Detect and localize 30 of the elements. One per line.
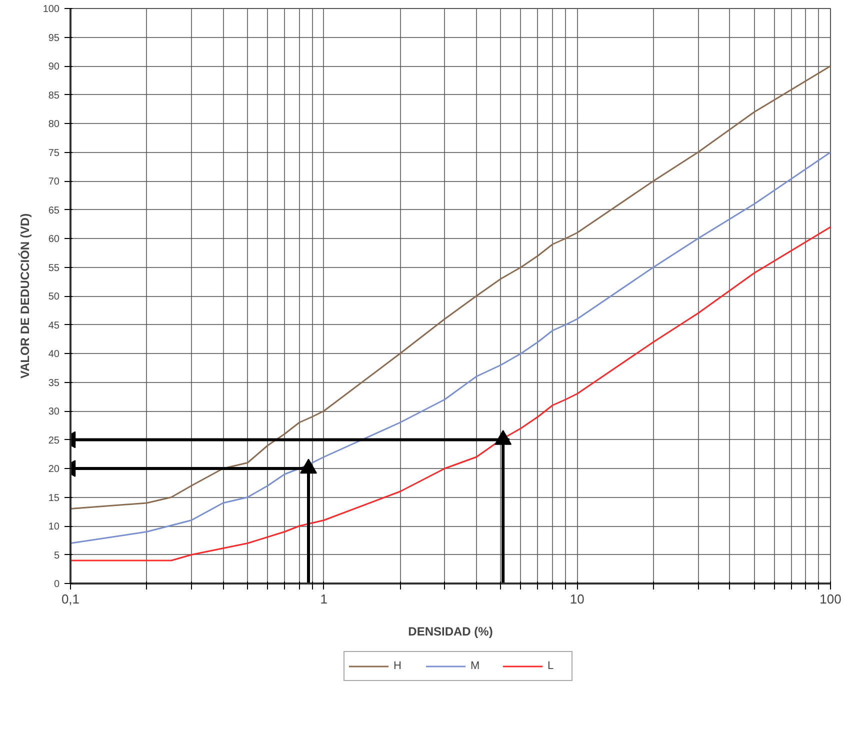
y-tick-label: 90 — [48, 62, 60, 72]
y-axis-title: VALOR DE DEDUCCIÓN (VD) — [18, 213, 32, 379]
y-tick-label: 95 — [48, 32, 60, 44]
y-tick-label: 100 — [42, 4, 60, 15]
y-tick-label: 20 — [48, 464, 60, 475]
y-tick-label: 70 — [48, 176, 60, 188]
legend-label: H — [394, 660, 402, 672]
y-tick-label: 60 — [48, 234, 60, 245]
x-tick-label: 100 — [820, 592, 842, 606]
y-tick-label: 75 — [48, 148, 60, 159]
y-tick-label: 30 — [48, 406, 60, 418]
y-tick-label: 25 — [48, 435, 60, 446]
x-tick-label: 10 — [570, 592, 584, 606]
y-tick-label: 45 — [48, 320, 60, 332]
y-tick-label: 80 — [48, 119, 60, 130]
y-tick-label: 50 — [48, 292, 60, 302]
y-tick-label: 5 — [54, 550, 60, 562]
y-tick-label: 55 — [48, 262, 60, 274]
y-tick-label: 85 — [48, 90, 60, 102]
y-tick-label: 65 — [48, 205, 60, 216]
x-tick-label: 1 — [320, 592, 328, 606]
y-tick-label: 10 — [48, 522, 60, 532]
y-tick-label: 40 — [48, 349, 60, 360]
x-axis-title: DENSIDAD (%) — [408, 624, 493, 638]
legend-label: M — [470, 660, 481, 672]
x-tick-label: 0,1 — [61, 592, 80, 606]
legend-label: L — [548, 660, 555, 672]
y-tick-label: 15 — [48, 492, 60, 504]
y-tick-label: 35 — [48, 378, 60, 389]
y-tick-label: 0 — [54, 579, 60, 590]
